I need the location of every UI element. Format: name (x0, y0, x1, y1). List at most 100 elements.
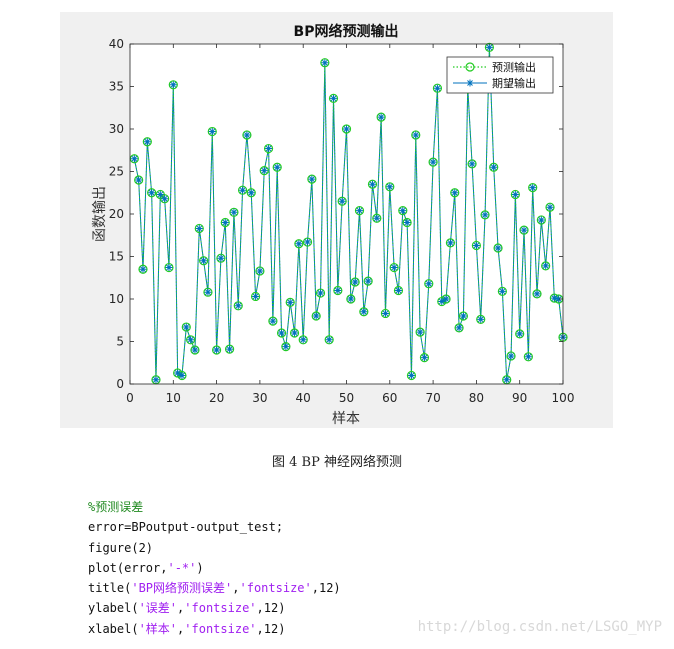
expected-output-point (407, 372, 415, 379)
expected-output-point (299, 336, 307, 344)
expected-output-point (135, 176, 143, 184)
expected-output-point (516, 330, 524, 338)
code-line-title: title('BP网络预测误差','fontsize',12) (88, 578, 341, 598)
matlab-figure: 0 10 20 30 40 50 60 70 80 90 100 0 5 10 15 20 25 30 35 40 B… (60, 12, 613, 428)
code-plain: , (177, 601, 185, 616)
predicted-output-point (350, 277, 360, 287)
x-axis-label: 样本 (332, 411, 360, 427)
predicted-output-point (142, 137, 152, 147)
predicted-output-point (281, 342, 291, 352)
expected-output-point (191, 346, 199, 354)
expected-output-point (304, 238, 312, 246)
expected-output-point (208, 128, 216, 136)
expected-output-point (278, 329, 286, 337)
expected-output-point (213, 346, 221, 354)
code-plain: , (177, 621, 185, 636)
expected-output-point (433, 84, 441, 92)
expected-output-point (286, 298, 294, 306)
predicted-output-point (484, 42, 494, 53)
predicted-output-point (242, 130, 252, 140)
x-tick-label: 20 (209, 391, 224, 405)
code-plain: xlabel( (88, 621, 139, 636)
y-tick-label: 25 (109, 165, 124, 179)
predicted-output-point (160, 194, 170, 204)
expected-output-point (455, 324, 463, 332)
predicted-output-point (289, 328, 300, 338)
predicted-output-point (298, 335, 308, 345)
predicted-output-point (450, 188, 460, 198)
predicted-output-point (186, 335, 196, 345)
predicted-output-point (220, 217, 230, 228)
predicted-output-point (536, 215, 546, 225)
predicted-output-point (199, 256, 209, 266)
predicted-output-point (385, 182, 395, 192)
expected-output-point (282, 343, 290, 351)
expected-output-point (351, 278, 359, 286)
expected-output-point (529, 184, 537, 192)
axes-background (130, 44, 563, 384)
code-string: 'BP网络预测误差' (131, 581, 233, 596)
expected-output-point (152, 376, 160, 384)
predicted-output-point (497, 286, 507, 296)
code-plain: ) (196, 560, 204, 575)
y-tick-label: 5 (116, 335, 124, 349)
expected-output-point (533, 290, 541, 298)
predicted-output-line (133, 47, 564, 380)
expected-output-point (550, 294, 558, 302)
expected-output-point (503, 376, 511, 384)
expected-output-point (481, 211, 489, 219)
predicted-output-point (250, 291, 261, 302)
predicted-output-point (255, 266, 265, 276)
x-tick-label: 0 (126, 391, 134, 405)
predicted-output-point (467, 159, 477, 169)
code-plain: plot(error, (88, 560, 168, 575)
predicted-output-point (263, 143, 274, 154)
predicted-output-point (393, 285, 404, 296)
predicted-output-point (276, 328, 287, 338)
y-axis-label: 函数输出 (92, 186, 108, 242)
expected-output-point (156, 190, 164, 198)
predicted-output-point (354, 206, 365, 216)
expected-output-point (226, 345, 234, 353)
predicted-output-point (519, 225, 529, 235)
expected-output-point (429, 158, 437, 166)
expected-output-point (494, 244, 502, 252)
expected-output-point (507, 352, 515, 360)
predicted-output-point (272, 162, 282, 172)
code-plain: ,12) (256, 601, 286, 616)
legend-expected-label: 期望输出 (492, 76, 536, 90)
predicted-output-point (194, 223, 204, 234)
x-tick-label: 50 (339, 391, 354, 405)
code-string: '误差' (138, 601, 178, 616)
expected-output-point (520, 226, 528, 234)
expected-output-point (498, 287, 506, 295)
expected-output-point (139, 265, 147, 273)
predicted-output-point (454, 323, 464, 333)
chart-plot: 0 10 20 30 40 50 60 70 80 90 100 0 5 10 15 20 25 30 35 40 B… (92, 23, 575, 427)
y-tick-label: 0 (116, 377, 124, 391)
x-tick-label: 80 (469, 391, 484, 405)
expected-output-point (446, 239, 454, 247)
code-comment: %预测误差 (88, 500, 144, 514)
predicted-output-point (419, 353, 430, 363)
x-tick-label: 100 (552, 391, 575, 405)
expected-output-point (425, 280, 433, 288)
predicted-output-point (476, 314, 486, 324)
predicted-output-point (346, 294, 356, 304)
chart-legend: 预测输出 期望输出 (446, 56, 554, 94)
predicted-output-point (402, 217, 412, 228)
predicted-output-point (458, 311, 469, 321)
expected-output-point (178, 372, 186, 379)
predicted-output-point (212, 345, 222, 355)
predicted-output-point (367, 179, 378, 189)
predicted-output-point (168, 80, 178, 90)
expected-output-point (355, 207, 363, 215)
expected-output-point (317, 289, 325, 297)
expected-output-point (217, 254, 225, 262)
predicted-output-point (528, 183, 538, 193)
predicted-output-point (294, 239, 304, 249)
predicted-output-point (415, 327, 425, 337)
expected-output-point (524, 353, 532, 361)
predicted-output-point (147, 188, 157, 198)
predicted-output-point (315, 288, 326, 298)
